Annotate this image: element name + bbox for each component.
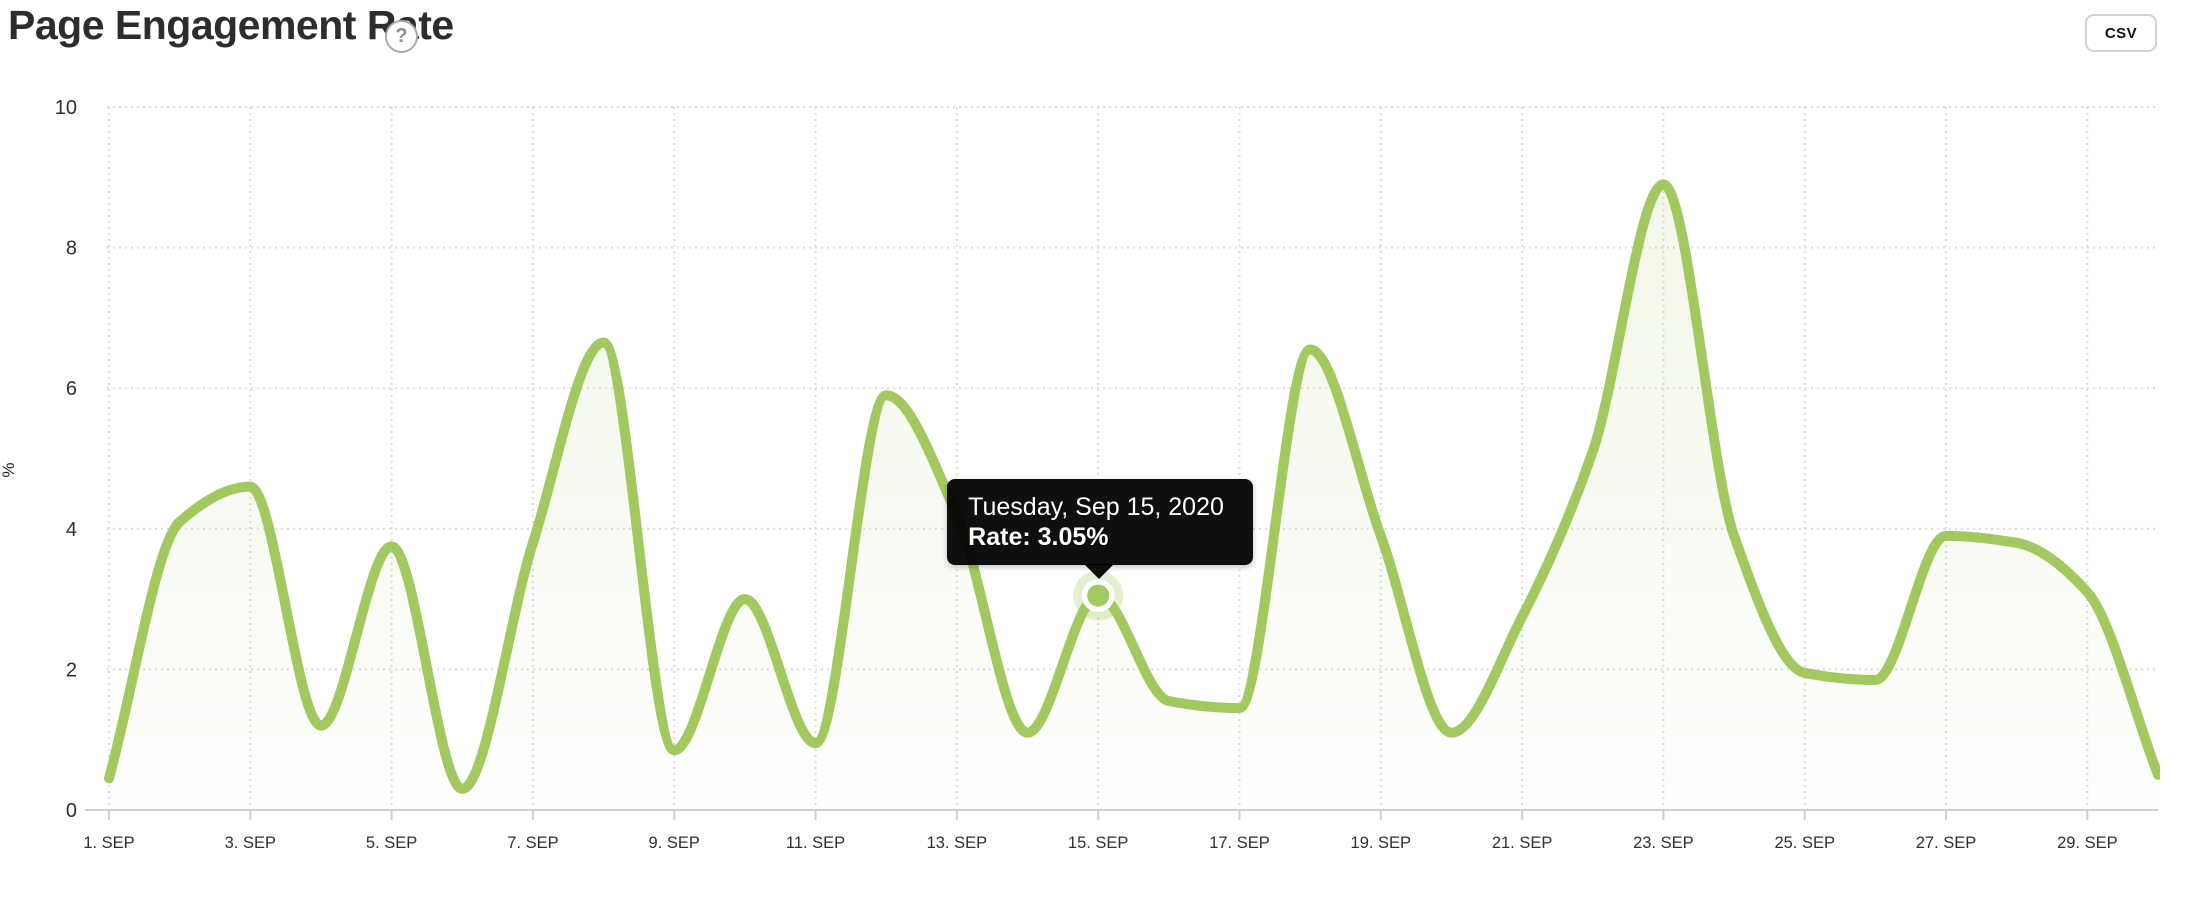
question-mark-icon: ? — [395, 25, 408, 47]
x-axis-label: 7. SEP — [507, 834, 558, 852]
x-axis-label: 17. SEP — [1209, 834, 1270, 852]
x-axis-label: 5. SEP — [366, 834, 417, 852]
y-axis-label: 10 — [55, 97, 77, 119]
series-line[interactable] — [104, 179, 2160, 794]
x-axis-label: 23. SEP — [1633, 834, 1694, 852]
x-axis-label: 21. SEP — [1492, 834, 1553, 852]
page-title: Page Engagement Rate — [8, 2, 454, 48]
series-area-fill — [109, 184, 2158, 810]
csv-export-button[interactable]: CSV — [2085, 14, 2157, 52]
y-axis-label: 6 — [66, 378, 77, 400]
y-axis-label: 2 — [66, 659, 77, 681]
plot-area[interactable] — [104, 179, 2160, 810]
y-axis-title: % — [0, 462, 18, 478]
y-axis-label: 8 — [66, 238, 77, 260]
marker-dot — [1087, 584, 1110, 607]
hover-marker[interactable] — [1073, 570, 1124, 621]
x-axis-label: 19. SEP — [1351, 834, 1412, 852]
x-axis-label: 15. SEP — [1068, 834, 1129, 852]
x-axis-label: 11. SEP — [786, 834, 845, 852]
x-axis-label: 27. SEP — [1916, 834, 1977, 852]
help-icon[interactable]: ? — [385, 20, 418, 53]
y-axis-label: 4 — [66, 519, 77, 541]
x-axis-label: 13. SEP — [927, 834, 988, 852]
x-axis-label: 9. SEP — [649, 834, 700, 852]
x-axis-label: 29. SEP — [2057, 834, 2118, 852]
x-axis-label: 3. SEP — [225, 834, 276, 852]
x-axis-label: 25. SEP — [1774, 834, 1835, 852]
y-axis-label: 0 — [66, 800, 77, 822]
x-axis-label: 1. SEP — [83, 834, 134, 852]
